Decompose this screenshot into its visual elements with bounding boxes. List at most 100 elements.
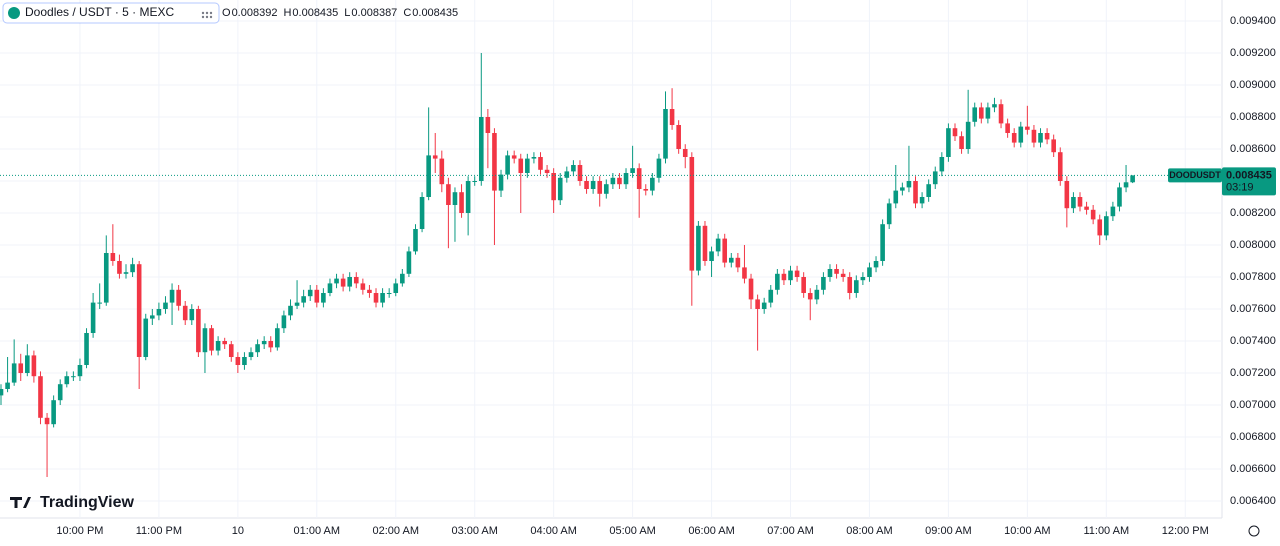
candle-body — [380, 293, 385, 303]
candle-body — [123, 272, 129, 274]
candle-body — [827, 269, 833, 277]
x-tick-label: 09:00 AM — [925, 525, 971, 537]
symbol-box[interactable] — [2, 2, 220, 24]
candle-body — [788, 270, 793, 281]
candle-body — [913, 181, 918, 204]
candle-body — [406, 251, 412, 274]
candle-body — [485, 117, 491, 133]
candle-body — [860, 277, 866, 281]
candle-body — [176, 289, 181, 306]
candle-body — [367, 289, 372, 293]
candle-body — [327, 283, 333, 293]
candle-body — [71, 376, 76, 378]
candle-body — [742, 267, 747, 279]
candle-body — [853, 280, 859, 293]
candle-body — [182, 305, 188, 321]
candle-body — [498, 174, 504, 191]
candle-body — [768, 289, 774, 303]
candle-body — [518, 158, 524, 173]
candle-body — [439, 158, 445, 185]
candle-body — [459, 192, 464, 213]
ohlc-label: H — [283, 7, 291, 19]
candle-body — [525, 158, 530, 173]
x-tick-label: 10:00 PM — [56, 525, 103, 537]
watermark: TradingView — [40, 494, 135, 511]
y-tick-label: 0.006400 — [1230, 495, 1276, 507]
candle-body — [294, 302, 300, 306]
candle-body — [143, 318, 149, 357]
candle-body — [1071, 197, 1076, 209]
candle-body — [781, 273, 787, 281]
candle-body — [110, 253, 116, 261]
candle-body — [557, 177, 563, 201]
candle-body — [255, 344, 260, 353]
price-tag-countdown: 03:19 — [1226, 181, 1254, 193]
candle-body — [11, 363, 17, 383]
y-tick-label: 0.008000 — [1230, 239, 1276, 251]
candle-body — [979, 107, 984, 119]
candle-body — [544, 169, 550, 173]
candle-body — [347, 277, 353, 287]
candle-body — [1104, 216, 1109, 236]
symbol-logo — [8, 7, 20, 19]
candle-body — [998, 104, 1004, 124]
candle-body — [748, 278, 754, 300]
symbol-name: Doodles / USDT · 5 · MEXC — [25, 5, 174, 19]
candle-body — [761, 302, 767, 309]
candle-body — [597, 181, 603, 194]
candle-body — [426, 155, 431, 197]
candle-body — [807, 293, 813, 300]
candle-body — [77, 365, 83, 377]
x-tick-label: 12:00 PM — [1162, 525, 1209, 537]
candle-body — [630, 168, 635, 173]
candle-body — [873, 261, 879, 268]
y-tick-label: 0.008600 — [1230, 143, 1276, 155]
symbol-tag: DOODUSDT — [1169, 170, 1221, 180]
x-tick-label: 07:00 AM — [767, 525, 813, 537]
candle-body — [268, 341, 274, 348]
candle-body — [5, 382, 10, 389]
candle-body — [992, 104, 997, 108]
y-tick-label: 0.006600 — [1230, 463, 1276, 475]
y-tick-label: 0.007200 — [1230, 367, 1276, 379]
candle-body — [84, 333, 89, 365]
candle-body — [603, 184, 609, 194]
candle-body — [1038, 133, 1043, 143]
candle-body — [505, 155, 510, 175]
candle-body — [1110, 206, 1116, 217]
settings-icon[interactable] — [1248, 525, 1260, 537]
candle-body — [676, 125, 681, 149]
candle-body — [1018, 126, 1024, 143]
x-tick-label: 10 — [232, 525, 244, 537]
candle-body — [946, 128, 951, 157]
menu-dots[interactable] — [201, 11, 213, 19]
candle-body — [103, 253, 109, 303]
candle-body — [577, 165, 583, 181]
candle-body — [189, 309, 195, 321]
ohlc-value: 0.008435 — [412, 7, 458, 19]
candle-body — [196, 309, 201, 353]
x-tick-label: 08:00 AM — [846, 525, 892, 537]
ohlc-value: 0.008387 — [351, 7, 397, 19]
candle-body — [51, 400, 56, 425]
candle-body — [1011, 133, 1017, 143]
candle-body — [156, 309, 162, 316]
candle-body — [90, 302, 96, 333]
candle-body — [150, 315, 155, 319]
candle-body — [400, 273, 405, 284]
y-tick-label: 0.009400 — [1230, 15, 1276, 27]
ohlc-label: C — [403, 7, 411, 19]
candles — [0, 53, 1135, 477]
candle-body — [715, 238, 721, 252]
candle-body — [794, 270, 800, 277]
candle-body — [840, 273, 846, 277]
candle-body — [893, 190, 899, 204]
ohlc-label: O — [222, 7, 231, 19]
candle-body — [643, 189, 649, 191]
candle-body — [636, 168, 642, 189]
candle-body — [64, 376, 70, 385]
candle-body — [307, 289, 313, 297]
y-tick-label: 0.008200 — [1230, 207, 1276, 219]
